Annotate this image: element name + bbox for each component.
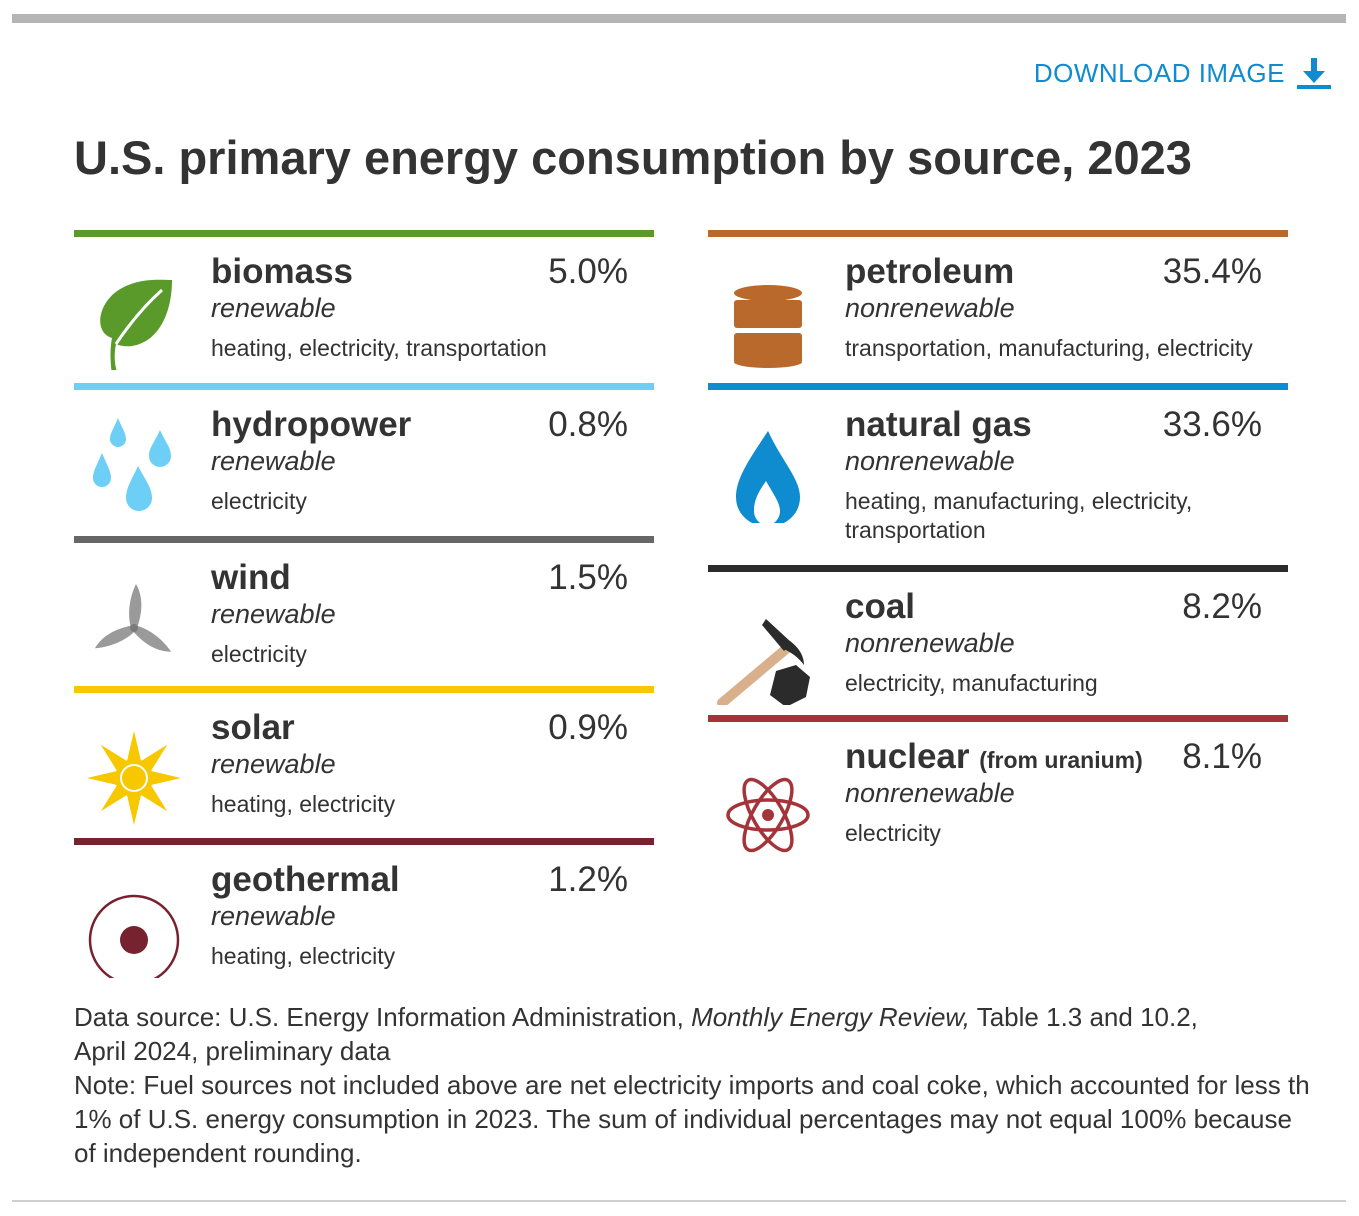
card-divider bbox=[708, 383, 1288, 390]
atom-icon bbox=[708, 735, 828, 855]
source-name: solar bbox=[211, 708, 295, 747]
download-label: DOWNLOAD IMAGE bbox=[1033, 57, 1285, 88]
download-icon bbox=[1295, 56, 1333, 90]
source-percent: 8.1% bbox=[1182, 737, 1262, 776]
source-percent: 8.2% bbox=[1182, 587, 1262, 626]
source-type: nonrenewable bbox=[845, 446, 1015, 476]
card-divider bbox=[74, 686, 654, 693]
source-name: petroleum bbox=[845, 252, 1015, 291]
card-divider bbox=[74, 383, 654, 390]
source-uses: transportation, manufacturing, electrici… bbox=[845, 335, 1253, 361]
source-name: coal bbox=[845, 587, 916, 626]
leaf-icon bbox=[74, 250, 194, 375]
source-percent: 33.6% bbox=[1162, 405, 1262, 444]
card-divider bbox=[74, 536, 654, 543]
source-name: geothermal bbox=[211, 860, 400, 899]
source-percent: 1.2% bbox=[548, 860, 628, 899]
source-uses: electricity bbox=[211, 641, 307, 667]
source-percent: 0.9% bbox=[548, 708, 628, 747]
source-name: nuclear (from uranium) bbox=[845, 737, 1143, 776]
note-line-2: 1% of U.S. energy consumption in 2023. T… bbox=[74, 1104, 1292, 1134]
note-line-3: of independent rounding. bbox=[74, 1138, 362, 1168]
source-type: nonrenewable bbox=[845, 778, 1015, 808]
wind-turbine-icon bbox=[74, 556, 194, 676]
note-line-1: Note: Fuel sources not included above ar… bbox=[74, 1070, 1310, 1100]
sun-icon bbox=[74, 706, 194, 826]
card-divider bbox=[708, 565, 1288, 572]
footer-notes: Data source: U.S. Energy Information Adm… bbox=[74, 1000, 1359, 1170]
download-image-button[interactable]: DOWNLOAD IMAGE bbox=[1034, 56, 1333, 90]
source-type: renewable bbox=[211, 599, 336, 629]
data-source-line: Data source: U.S. Energy Information Adm… bbox=[74, 1002, 1198, 1032]
source-percent: 5.0% bbox=[548, 252, 628, 291]
card-divider bbox=[708, 715, 1288, 722]
source-type: renewable bbox=[211, 749, 336, 779]
pickaxe-coal-icon bbox=[708, 585, 828, 708]
flame-icon bbox=[708, 403, 828, 527]
source-type: nonrenewable bbox=[845, 628, 1015, 658]
source-uses: electricity bbox=[211, 488, 307, 514]
geothermal-icon bbox=[74, 858, 194, 986]
source-uses: heating, electricity, transportation bbox=[211, 335, 547, 361]
source-name: hydropower bbox=[211, 405, 412, 444]
source-uses: electricity bbox=[845, 820, 941, 846]
source-uses: heating, electricity bbox=[211, 791, 396, 817]
card-divider bbox=[74, 838, 654, 845]
card-divider bbox=[708, 230, 1288, 237]
source-type: nonrenewable bbox=[845, 293, 1015, 323]
source-name: biomass bbox=[211, 252, 353, 291]
bottom-divider bbox=[12, 1200, 1346, 1202]
source-publication: Monthly Energy Review, bbox=[691, 1002, 970, 1032]
oil-barrel-icon bbox=[708, 250, 828, 370]
page-title: U.S. primary energy consumption by sourc… bbox=[74, 131, 1192, 184]
source-type: renewable bbox=[211, 901, 336, 931]
water-drops-icon bbox=[74, 403, 194, 523]
source-percent: 0.8% bbox=[548, 405, 628, 444]
data-source-line-2: April 2024, preliminary data bbox=[74, 1036, 391, 1066]
source-type: renewable bbox=[211, 446, 336, 476]
source-type: renewable bbox=[211, 293, 336, 323]
source-name: wind bbox=[211, 558, 291, 597]
card-divider bbox=[74, 230, 654, 237]
top-divider bbox=[12, 14, 1346, 23]
source-uses: heating, electricity bbox=[211, 943, 396, 969]
source-uses: electricity, manufacturing bbox=[845, 670, 1098, 696]
source-percent: 1.5% bbox=[548, 558, 628, 597]
source-qualifier: (from uranium) bbox=[979, 747, 1143, 773]
source-name: natural gas bbox=[845, 405, 1032, 444]
source-percent: 35.4% bbox=[1162, 252, 1262, 291]
source-uses: heating, manufacturing, electricity, tra… bbox=[845, 488, 1193, 543]
